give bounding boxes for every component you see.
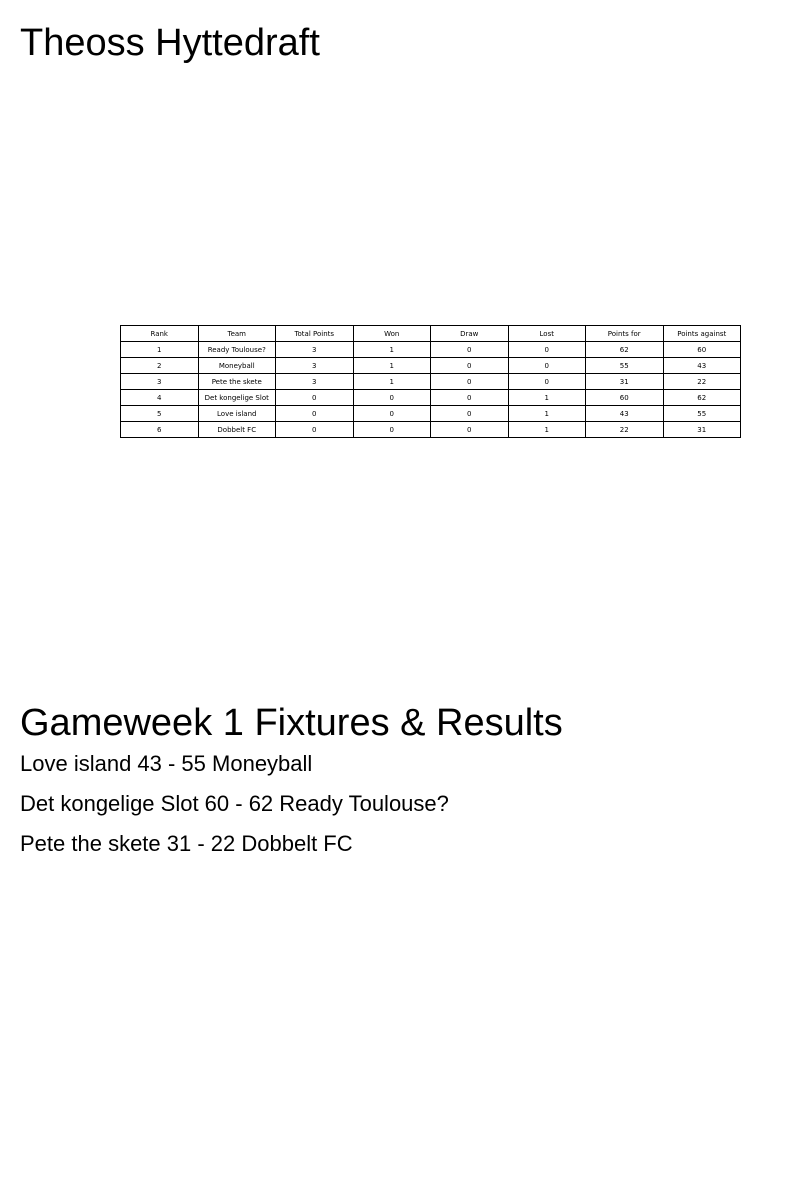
rank-cell: 3 xyxy=(120,373,199,390)
column-header-won: Won xyxy=(352,325,431,342)
table-row: 4 Det kongelige Slot 0 0 0 1 60 62 xyxy=(120,389,741,406)
team-cell: Love island xyxy=(197,405,276,422)
won-cell: 1 xyxy=(352,357,431,374)
won-cell: 1 xyxy=(352,341,431,358)
points-for-cell: 31 xyxy=(585,373,664,390)
points-against-cell: 22 xyxy=(662,373,741,390)
rank-cell: 4 xyxy=(120,389,199,406)
table-row: 3 Pete the skete 3 1 0 0 31 22 xyxy=(120,373,741,390)
column-header-lost: Lost xyxy=(507,325,586,342)
fixture-result: Det kongelige Slot 60 - 62 Ready Toulous… xyxy=(20,791,449,816)
total-points-cell: 0 xyxy=(275,421,354,438)
fixture-result: Pete the skete 31 - 22 Dobbelt FC xyxy=(20,831,353,856)
column-header-points-for: Points for xyxy=(585,325,664,342)
table-row: 1 Ready Toulouse? 3 1 0 0 62 60 xyxy=(120,341,741,358)
draw-cell: 0 xyxy=(430,421,509,438)
points-for-cell: 43 xyxy=(585,405,664,422)
points-against-cell: 31 xyxy=(662,421,741,438)
points-for-cell: 62 xyxy=(585,341,664,358)
fixture-list: Love island 43 - 55 Moneyball Det kongel… xyxy=(20,748,449,868)
total-points-cell: 3 xyxy=(275,341,354,358)
lost-cell: 1 xyxy=(507,421,586,438)
table-row: 6 Dobbelt FC 0 0 0 1 22 31 xyxy=(120,421,741,438)
team-cell: Det kongelige Slot xyxy=(197,389,276,406)
total-points-cell: 0 xyxy=(275,389,354,406)
points-for-cell: 22 xyxy=(585,421,664,438)
rank-cell: 5 xyxy=(120,405,199,422)
draw-cell: 0 xyxy=(430,373,509,390)
draw-cell: 0 xyxy=(430,405,509,422)
lost-cell: 1 xyxy=(507,405,586,422)
points-against-cell: 55 xyxy=(662,405,741,422)
total-points-cell: 3 xyxy=(275,357,354,374)
won-cell: 1 xyxy=(352,373,431,390)
draw-cell: 0 xyxy=(430,389,509,406)
fixture-result: Love island 43 - 55 Moneyball xyxy=(20,751,313,776)
won-cell: 0 xyxy=(352,389,431,406)
page-title: Theoss Hyttedraft xyxy=(20,22,320,64)
column-header-total-points: Total Points xyxy=(275,325,354,342)
table-row: 2 Moneyball 3 1 0 0 55 43 xyxy=(120,357,741,374)
team-cell: Moneyball xyxy=(197,357,276,374)
won-cell: 0 xyxy=(352,405,431,422)
lost-cell: 0 xyxy=(507,341,586,358)
lost-cell: 0 xyxy=(507,373,586,390)
points-against-cell: 60 xyxy=(662,341,741,358)
rank-cell: 6 xyxy=(120,421,199,438)
draw-cell: 0 xyxy=(430,341,509,358)
points-against-cell: 43 xyxy=(662,357,741,374)
standings-table: Rank Team Total Points Won Draw Lost Poi… xyxy=(120,325,741,438)
fixtures-heading: Gameweek 1 Fixtures & Results xyxy=(20,702,563,744)
draw-cell: 0 xyxy=(430,357,509,374)
table-row: 5 Love island 0 0 0 1 43 55 xyxy=(120,405,741,422)
team-cell: Ready Toulouse? xyxy=(197,341,276,358)
points-for-cell: 55 xyxy=(585,357,664,374)
lost-cell: 0 xyxy=(507,357,586,374)
team-cell: Dobbelt FC xyxy=(197,421,276,438)
total-points-cell: 0 xyxy=(275,405,354,422)
points-against-cell: 62 xyxy=(662,389,741,406)
rank-cell: 1 xyxy=(120,341,199,358)
team-cell: Pete the skete xyxy=(197,373,276,390)
lost-cell: 1 xyxy=(507,389,586,406)
table-header-row: Rank Team Total Points Won Draw Lost Poi… xyxy=(120,325,741,342)
column-header-team: Team xyxy=(197,325,276,342)
rank-cell: 2 xyxy=(120,357,199,374)
column-header-draw: Draw xyxy=(430,325,509,342)
column-header-rank: Rank xyxy=(120,325,199,342)
total-points-cell: 3 xyxy=(275,373,354,390)
won-cell: 0 xyxy=(352,421,431,438)
points-for-cell: 60 xyxy=(585,389,664,406)
column-header-points-against: Points against xyxy=(662,325,741,342)
